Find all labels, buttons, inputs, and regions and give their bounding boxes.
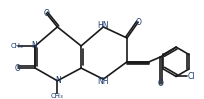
- Text: O: O: [15, 64, 21, 73]
- Text: HN: HN: [97, 21, 109, 30]
- Text: O: O: [134, 18, 140, 27]
- Text: Cl: Cl: [186, 72, 194, 81]
- Text: NH: NH: [97, 77, 109, 86]
- Text: N: N: [55, 76, 60, 85]
- Text: N: N: [31, 41, 37, 50]
- Text: CH₃: CH₃: [51, 93, 63, 99]
- Text: CH₃: CH₃: [10, 43, 23, 49]
- Text: O: O: [43, 9, 49, 18]
- Text: O: O: [157, 79, 162, 88]
